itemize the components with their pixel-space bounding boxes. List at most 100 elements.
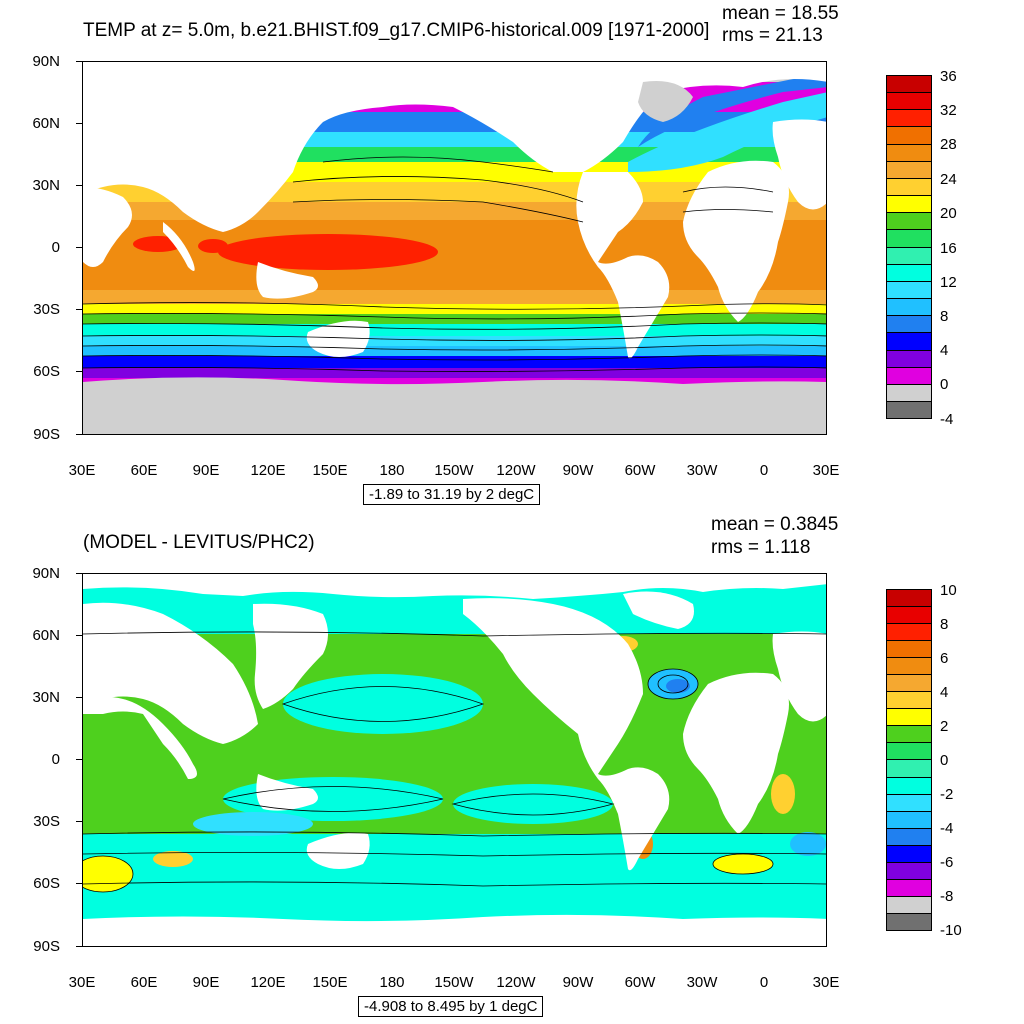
lon-label: 150W [434, 462, 474, 479]
colorbar-label: -4 [940, 411, 954, 428]
colorbar-swatch [887, 896, 931, 914]
colorbar-swatch [887, 178, 931, 197]
colorbar-swatch [887, 281, 931, 300]
tick [76, 697, 82, 698]
tick [76, 946, 82, 947]
colorbar-label: 2 [940, 718, 949, 735]
tick [76, 61, 82, 62]
colorbar-swatch [887, 213, 931, 231]
colorbar-label: -4 [940, 820, 954, 837]
lon-label: 0 [759, 974, 769, 991]
lon-label: 150E [312, 974, 348, 991]
lat-label: 90N [32, 565, 60, 582]
colorbar-swatch [887, 879, 931, 897]
lat-label: 30N [32, 689, 60, 706]
lon-label: 120W [496, 974, 536, 991]
colorbar-label: 16 [940, 240, 957, 257]
colorbar-swatch [887, 828, 931, 846]
tick [76, 821, 82, 822]
lat-label: 60N [32, 627, 60, 644]
lon-label: 90E [192, 462, 220, 479]
colorbar-swatch [887, 794, 931, 812]
colorbar-label: -8 [940, 888, 954, 905]
colorbar-label: 12 [940, 274, 957, 291]
lat-label: 30S [33, 813, 60, 830]
colorbar [886, 75, 932, 419]
tick [76, 635, 82, 636]
colorbar-swatch [887, 658, 931, 676]
temperature-map [82, 61, 827, 435]
difference-map [82, 573, 827, 947]
range-label: -1.89 to 31.19 by 2 degC [363, 484, 541, 505]
colorbar-label: 28 [940, 136, 957, 153]
colorbar-swatch [887, 624, 931, 642]
lon-label: 60W [624, 462, 656, 479]
lat-label: 0 [51, 239, 60, 256]
lon-label: 30E [68, 974, 96, 991]
colorbar-swatch [887, 726, 931, 744]
colorbar-swatch [887, 590, 931, 608]
lat-label: 30N [32, 177, 60, 194]
colorbar-swatch [887, 76, 931, 94]
colorbar-label: 10 [940, 582, 957, 599]
lat-label: 0 [51, 751, 60, 768]
colorbar [886, 589, 932, 931]
panel-difference: (MODEL - LEVITUS/PHC2) mean = 0.3845 rms… [0, 512, 1024, 1024]
colorbar-swatch [887, 845, 931, 863]
colorbar-swatch [887, 913, 931, 930]
colorbar-label: 8 [940, 616, 949, 633]
lat-label: 90S [33, 938, 60, 955]
lon-label: 120E [250, 974, 286, 991]
lat-label: 60S [33, 875, 60, 892]
lon-label: 30E [68, 462, 96, 479]
tick [76, 371, 82, 372]
colorbar-swatch [887, 384, 931, 402]
colorbar-swatch [887, 401, 931, 419]
colorbar-label: -2 [940, 786, 954, 803]
lon-label: 90W [562, 974, 594, 991]
colorbar-swatch [887, 230, 931, 248]
lon-label: 60E [130, 462, 158, 479]
colorbar-label: -6 [940, 854, 954, 871]
colorbar-label: 36 [940, 68, 957, 85]
colorbar-swatch [887, 760, 931, 778]
tick [76, 309, 82, 310]
colorbar-swatch [887, 367, 931, 385]
lon-label: 60E [130, 974, 158, 991]
tick [76, 185, 82, 186]
colorbar-swatch [887, 161, 931, 179]
colorbar-label: 4 [940, 342, 949, 359]
colorbar-label: 0 [940, 752, 949, 769]
colorbar-swatch [887, 675, 931, 693]
colorbar-swatch [887, 811, 931, 829]
range-label: -4.908 to 8.495 by 1 degC [358, 996, 544, 1017]
lon-label: 120W [496, 462, 536, 479]
tick [76, 573, 82, 574]
tick [76, 759, 82, 760]
lon-label: 60W [624, 974, 656, 991]
colorbar-label: 4 [940, 684, 949, 701]
lon-label: 180 [379, 974, 405, 991]
colorbar-swatch [887, 709, 931, 727]
colorbar-swatch [887, 144, 931, 162]
colorbar-swatch [887, 299, 931, 317]
temperature-map-svg [83, 62, 826, 434]
tick [76, 434, 82, 435]
difference-map-svg [83, 574, 826, 946]
colorbar-swatch [887, 743, 931, 761]
lon-label: 180 [379, 462, 405, 479]
lon-label: 150E [312, 462, 348, 479]
lon-label: 30W [686, 974, 718, 991]
colorbar-swatch [887, 264, 931, 282]
colorbar-swatch [887, 862, 931, 880]
lon-label: 90E [192, 974, 220, 991]
panel-title: (MODEL - LEVITUS/PHC2) [83, 532, 315, 553]
colorbar-label: -10 [940, 922, 962, 939]
colorbar-swatch [887, 196, 931, 214]
colorbar-swatch [887, 641, 931, 659]
panel-title: TEMP at z= 5.0m, b.e21.BHIST.f09_g17.CMI… [83, 20, 710, 41]
colorbar-swatch [887, 350, 931, 368]
mean-label: mean = 18.55 [722, 3, 839, 24]
lat-label: 90N [32, 53, 60, 70]
tick [76, 123, 82, 124]
